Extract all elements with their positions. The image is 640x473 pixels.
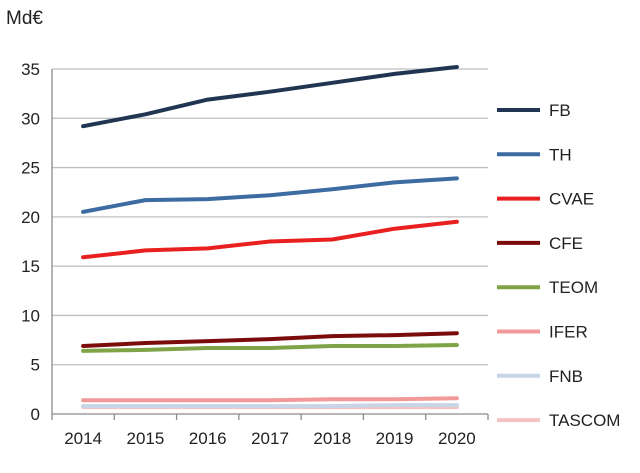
y-tick-label: 35 [21, 60, 40, 79]
series-line-th [81, 176, 459, 214]
y-tick-label: 30 [21, 109, 40, 128]
y-tick-label: 0 [31, 405, 40, 424]
x-tick-label: 2019 [376, 429, 414, 448]
x-tick-label: 2016 [189, 429, 227, 448]
axes: 0 5 10 15 20 25 30 35 2014 2015 2016 2017 2018 2019 20… [21, 60, 489, 448]
legend-label-tascom: TASCOM [549, 411, 620, 430]
x-tick-label: 2020 [438, 429, 476, 448]
series-line-ifer [81, 396, 459, 403]
unit-label: Md€ [6, 8, 43, 29]
y-tick-label: 25 [21, 159, 40, 178]
x-tick-label: 2015 [127, 429, 165, 448]
legend-label-ifer: IFER [549, 323, 588, 342]
legend-label-cfe: CFE [549, 234, 583, 253]
legend-label-teom: TEOM [549, 278, 598, 297]
legend-label-fnb: FNB [549, 367, 583, 386]
series-lines [81, 65, 459, 410]
x-tick-label: 2018 [313, 429, 351, 448]
series-line-fb [81, 65, 459, 129]
y-tick-label: 15 [21, 257, 40, 276]
y-tick-label: 20 [21, 208, 40, 227]
x-tick-label: 2017 [251, 429, 289, 448]
gridlines [52, 68, 488, 366]
legend-label-th: TH [549, 145, 572, 164]
y-tick-label: 5 [31, 356, 40, 375]
y-tick-label: 10 [21, 306, 40, 325]
x-tick-label: 2014 [64, 429, 102, 448]
series-line-teom [81, 343, 459, 353]
legend: FB TH CVAE CFE TEOM IFER FNB TASCOM [497, 101, 620, 430]
legend-label-cvae: CVAE [549, 190, 594, 209]
series-line-cvae [81, 219, 459, 260]
series-line-cfe [81, 331, 459, 348]
series-line-fnb [81, 403, 459, 409]
legend-label-fb: FB [549, 101, 571, 120]
